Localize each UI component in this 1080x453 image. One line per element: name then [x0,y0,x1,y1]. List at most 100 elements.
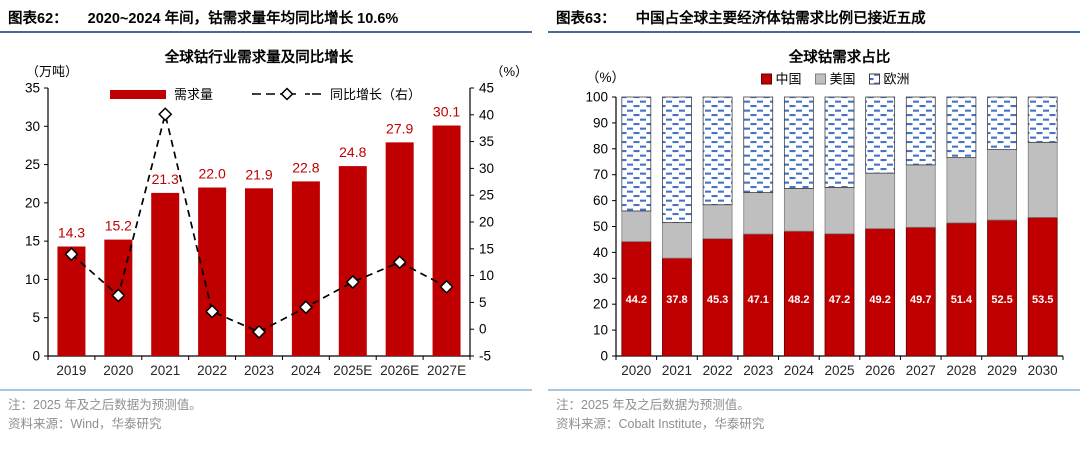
figure-63-panel: 图表63： 中国占全球主要经济体钴需求比例已接近五成 全球钴需求占比 中国 美国 欧洲 （… [548,0,1080,453]
segment-欧洲-2021 [662,96,692,224]
line-diamond-marker [158,107,173,122]
figure-63-source: 资料来源：Cobalt Institute，华泰研究 [556,417,765,432]
demand-bars: 14.3 15.2 21.3 22.0 21.9 22.8 24.8 27.9 30.1 [57,104,461,357]
segment-美国-2021 [662,222,692,259]
figure-62-note: 注：2025 年及之后数据为预测值。 [8,398,202,412]
left-axis-unit-label: （万吨） [26,64,78,79]
right-axis-tick-label: -5 [479,349,491,364]
chart-title: 全球钴行业需求量及同比增长 [164,48,354,66]
bar-value-label: 22.8 [292,159,319,175]
segment-欧洲-2028 [946,96,977,159]
right-axis-tick-label: 15 [479,241,494,256]
x-axis-category-label: 2023 [244,363,274,378]
left-axis-tick-label: 10 [25,272,40,287]
right-axis-tick-label: 30 [479,161,494,176]
segment-中国-2020 [621,241,652,357]
x-axis-category-label: 2022 [703,363,733,378]
segment-中国-2023 [743,233,774,357]
figure-63-header: 图表63： 中国占全球主要经济体钴需求比例已接近五成 [548,7,1080,33]
segment-中国-2025 [824,233,855,357]
x-axis-category-label: 2024 [291,363,322,378]
y-axis-tick-label: 20 [593,297,608,312]
figure-63-footnotes: 注：2025 年及之后数据为预测值。 资料来源：Cobalt Institute… [556,396,764,435]
bar-2019 [57,246,86,356]
left-axis-tick-label: 20 [25,195,40,210]
x-axis-category-label: 2024 [784,363,815,378]
figure-63-label: 图表63： [556,11,616,27]
y-axis-tick-label: 30 [593,271,608,286]
segment-中国-2028 [946,222,977,357]
chart-title: 全球钴需求占比 [788,48,891,66]
figure-63-note: 注：2025 年及之后数据为预测值。 [556,398,750,412]
line-diamond-marker [280,87,294,101]
legend-label-demand: 需求量 [174,87,213,102]
legend: 需求量 同比增长（右） [110,87,421,102]
segment-欧洲-2022 [702,96,733,206]
china-share-label: 49.7 [910,294,931,306]
segment-美国-2022 [702,204,733,240]
figure-62-title: 2020~2024 年间，钴需求量年均同比增长 10.6% [87,11,399,27]
right-axis-tick-label: 5 [479,295,487,310]
right-axis-tick-label: 40 [479,107,494,122]
segment-中国-2029 [987,219,1017,357]
bar-value-label: 24.8 [339,144,366,160]
figure-63-title: 中国占全球主要经济体钴需求比例已接近五成 [635,11,926,27]
figure-62-source: 资料来源：Wind，华泰研究 [8,417,162,432]
bar-value-label: 27.9 [386,120,413,136]
line-diamond-marker [439,279,454,294]
china-share-label: 52.5 [991,294,1012,306]
left-axis-tick-label: 5 [32,310,40,325]
china-share-label: 49.2 [869,294,890,306]
segment-欧洲-2024 [783,96,814,189]
segment-美国-2026 [865,172,896,229]
bar-2025E [338,166,367,356]
line-diamond-marker [251,324,267,339]
line-diamond-marker [64,247,79,262]
right-axis-tick-label: 20 [479,215,494,230]
x-axis-category-label: 2026E [380,363,419,378]
china-share-label: 53.5 [1032,294,1053,306]
line-diamond-marker [298,300,313,315]
left-axis-tick-label: 25 [25,157,40,172]
left-axis-tick-label: 35 [25,81,40,96]
right-axis-tick-label: 35 [479,134,494,149]
segment-欧洲-2029 [987,96,1017,150]
china-share-label: 47.1 [748,294,769,306]
segment-中国-2030 [1027,217,1058,357]
x-axis-category-label: 2021 [662,363,692,378]
left-axis-tick-label: 15 [25,234,40,249]
y-axis-tick-label: 60 [593,193,608,208]
y-axis-tick-label: 10 [593,323,608,338]
bar-value-label: 30.1 [433,104,460,120]
bar-value-label: 21.3 [152,171,179,187]
segment-美国-2028 [946,157,977,224]
segment-美国-2023 [743,192,774,235]
bar-2027E [432,125,461,357]
legend-swatch-1 [761,73,772,85]
segment-美国-2025 [824,186,855,235]
segment-美国-2024 [783,188,814,232]
segment-美国-2030 [1027,141,1058,218]
legend-label-3: 欧洲 [884,72,910,87]
bar-2026E [385,142,414,356]
figure-62-bottom-rule [0,389,532,391]
y-axis-tick-label: 0 [600,349,608,364]
y-axis-tick-label: 90 [593,115,608,130]
right-axis-tick-label: 10 [479,268,494,283]
china-share-label: 44.2 [626,294,647,306]
china-share-label: 45.3 [707,294,728,306]
legend-swatch-3 [869,73,880,85]
segment-中国-2026 [865,228,896,357]
segment-中国-2027 [905,226,936,357]
figure-62-label: 图表62： [8,11,68,27]
segment-欧洲-2025 [824,96,855,188]
line-diamond-marker [392,255,407,270]
line-diamond-marker [205,304,220,319]
legend-swatch-demand [110,90,166,99]
y-axis-tick-label: 50 [593,219,608,234]
x-axis-category-label: 2020 [621,363,651,378]
china-share-label: 48.2 [788,294,809,306]
segment-美国-2020 [621,210,652,242]
right-axis-tick-label: 25 [479,188,494,203]
x-axis-category-label: 2027 [906,363,936,378]
